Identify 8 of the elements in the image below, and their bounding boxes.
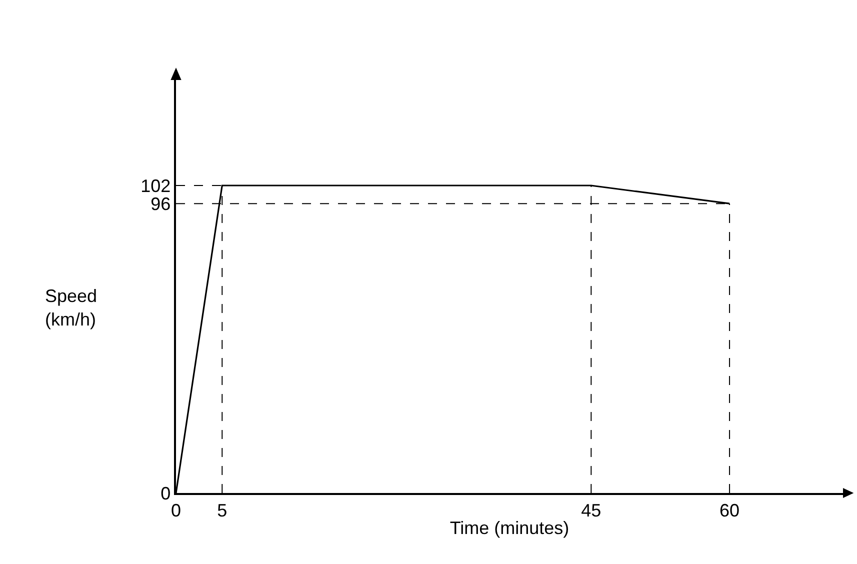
- y-tick-label: 0: [160, 483, 171, 504]
- x-tick-label: 5: [217, 500, 228, 520]
- x-tick-label: 60: [720, 500, 740, 520]
- y-axis-title: Speed (km/h): [45, 286, 98, 330]
- x-axis-title: Time (minutes): [450, 518, 570, 538]
- y-tick-label: 102: [140, 176, 171, 196]
- x-tick-label: 45: [581, 500, 602, 520]
- y-tick-label: 96: [150, 194, 171, 214]
